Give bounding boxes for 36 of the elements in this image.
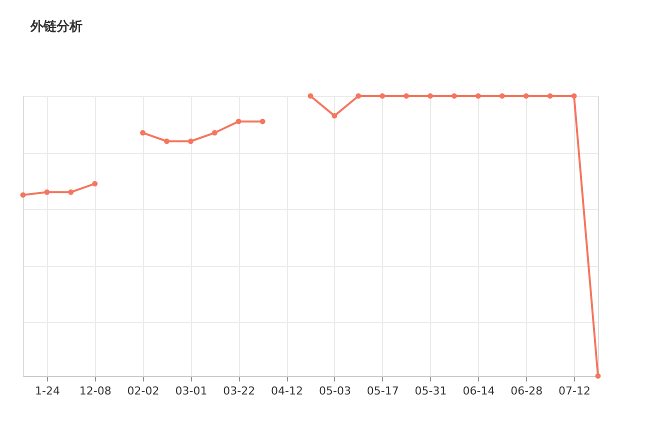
x-tick-label: 1-24 [34,384,60,398]
point [571,93,577,99]
point [380,93,386,99]
point [452,93,457,99]
point [547,93,553,99]
point [260,118,266,124]
point [404,93,410,99]
x-tick-label: 06-14 [462,384,495,398]
point [140,130,146,136]
x-tick-label: 07-12 [558,384,591,398]
x-tick-label: 03-22 [223,384,256,398]
point [475,93,481,99]
x-tick-label: 04-12 [271,384,304,398]
point [356,93,362,99]
point [308,93,314,99]
x-tick-label: 02-02 [127,384,160,398]
chart-title: 外链分析 [29,19,82,34]
x-tick-label: 03-01 [175,384,208,398]
point [332,113,338,119]
point [164,138,170,144]
x-tick-label: 05-31 [414,384,447,398]
point [92,180,98,186]
point [20,192,26,198]
x-tick-label: 06-28 [510,384,543,398]
x-tick-label: 12-08 [79,384,112,398]
point [212,130,218,136]
x-tick-label: 05-17 [366,384,399,398]
point [44,189,50,195]
point [188,138,194,144]
point [428,93,434,99]
point [499,93,505,99]
point [68,189,74,195]
point [523,93,529,99]
x-tick-label: 05-03 [318,384,351,398]
point [595,373,601,379]
point [236,118,242,124]
